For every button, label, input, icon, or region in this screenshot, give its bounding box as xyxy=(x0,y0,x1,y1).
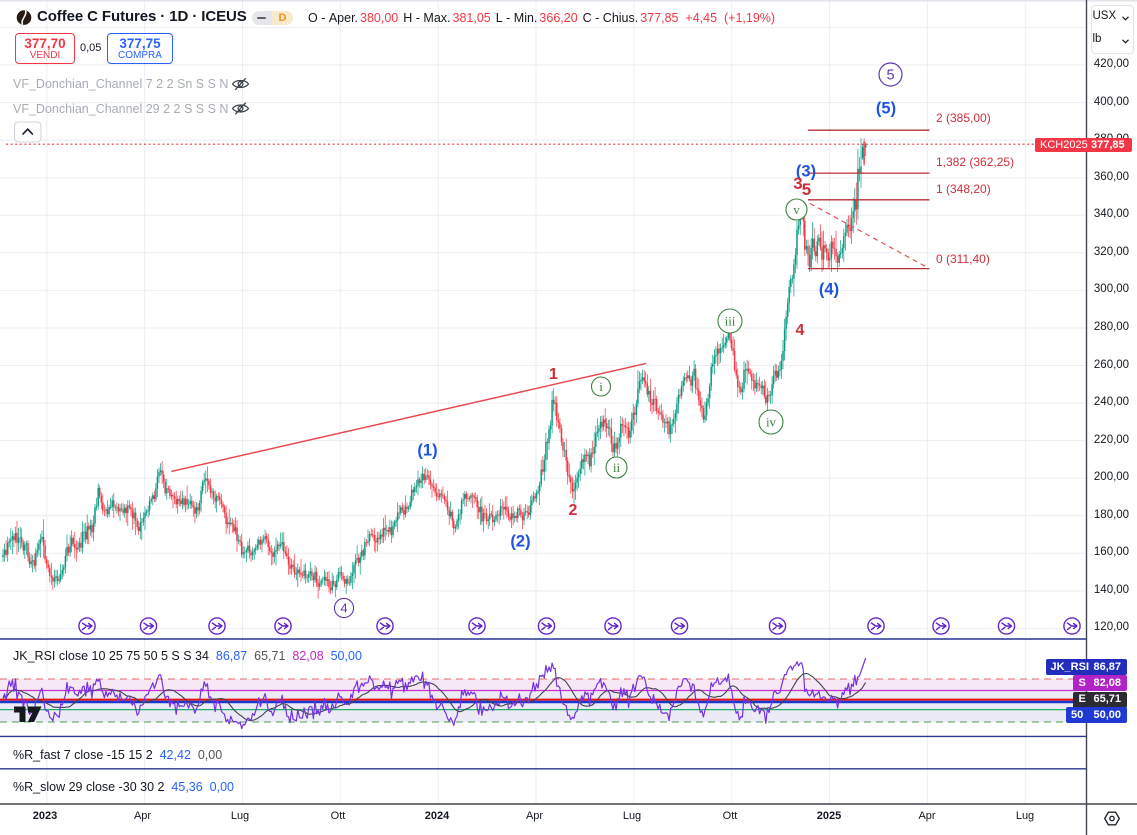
svg-text:v: v xyxy=(793,202,800,217)
svg-text:iv: iv xyxy=(766,415,777,430)
svg-text:5: 5 xyxy=(886,68,894,84)
svg-text:i: i xyxy=(599,379,603,394)
svg-text:iii: iii xyxy=(725,314,736,329)
svg-text:ii: ii xyxy=(613,460,621,475)
svg-text:4: 4 xyxy=(340,601,347,616)
